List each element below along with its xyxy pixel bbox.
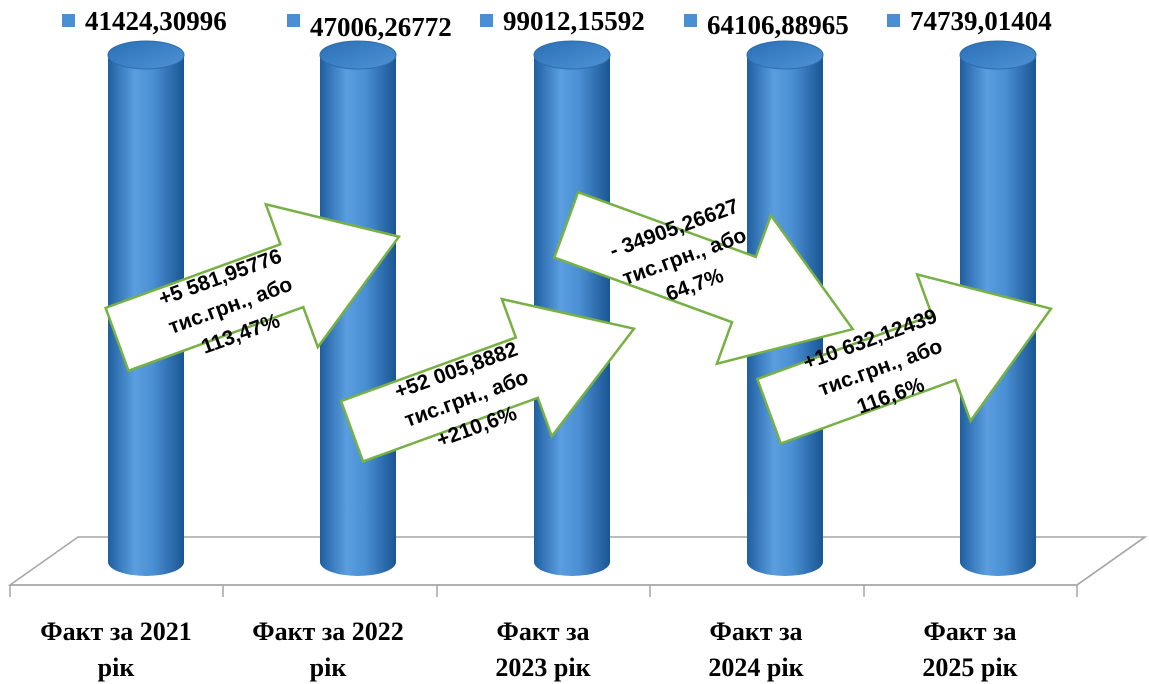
legend-marker — [62, 14, 75, 27]
change-arrow-4: +10 632,12439тис.грн., або116,6% — [755, 272, 1054, 446]
legend-label: 74739,01404 — [910, 6, 1052, 36]
legend-label: 64106,88965 — [707, 10, 849, 40]
legend-item-3: 99012,15592 — [480, 6, 645, 36]
arrow-shape — [104, 202, 402, 373]
legend-item-2: 47006,26772 — [287, 12, 452, 42]
legend-item-5: 74739,01404 — [887, 6, 1052, 36]
bar-top — [959, 40, 1037, 70]
category-label-5: Факт за 2025 рік — [922, 617, 1017, 682]
arrow-shape — [339, 297, 637, 464]
arrow-shape — [552, 190, 855, 366]
legend-item-1: 41424,30996 — [62, 6, 227, 36]
legend-marker — [480, 14, 493, 27]
category-label-1: Факт за 2021 рік — [40, 617, 192, 682]
bar-top — [319, 40, 397, 70]
bar-top — [107, 40, 185, 70]
legend-marker — [287, 14, 300, 27]
category-label-2: Факт за 2022 рік — [252, 617, 404, 682]
bar-top — [746, 40, 824, 70]
change-arrow-2: +52 005,8882тис.грн., або+210,6% — [339, 297, 637, 464]
legend-item-4: 64106,88965 — [684, 10, 849, 40]
category-label-3: Факт за 2023 рік — [495, 617, 590, 682]
category-label-4: Факт за 2024 рік — [708, 617, 803, 682]
legend-label: 47006,26772 — [310, 12, 452, 42]
legend-marker — [887, 14, 900, 27]
legend-label: 41424,30996 — [85, 6, 227, 36]
arrow-shape — [755, 272, 1054, 446]
legend-marker — [684, 14, 697, 27]
bar-top — [533, 40, 611, 70]
legend-label: 99012,15592 — [503, 6, 645, 36]
